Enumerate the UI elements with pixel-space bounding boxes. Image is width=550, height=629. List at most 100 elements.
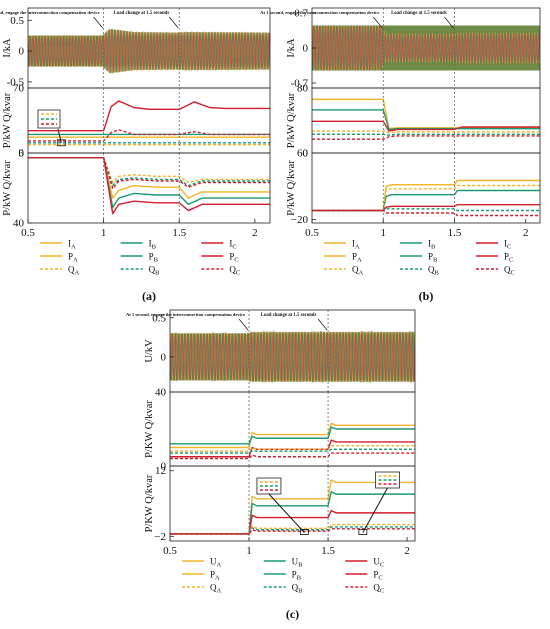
annotation-arrow [372, 16, 383, 29]
legend-item-IB: IB [400, 239, 436, 251]
plot-area [312, 98, 540, 140]
legend-symbol: U [292, 557, 299, 567]
legend-label: UB [292, 557, 304, 569]
y-tick-label: 0 [161, 461, 167, 473]
series-PC-line [312, 203, 540, 212]
legend-subscript: B [297, 575, 302, 582]
legend-label: PC [229, 252, 238, 264]
subplot-b-2: 80 0 P/kW Q/kvar [286, 83, 541, 160]
series-QC-line [312, 135, 540, 140]
legend-subscript: C [511, 270, 515, 277]
zoom-arrow [57, 128, 62, 143]
legend-symbol: P [149, 252, 154, 262]
panel-label: (a) [142, 289, 156, 303]
subplot-frame [169, 465, 416, 542]
legend-item-IA: IA [324, 239, 360, 251]
series-PB-line [170, 426, 415, 445]
legend-item-QB: QB [120, 265, 161, 277]
y-axis-label: I/kA [286, 38, 297, 58]
annotation-compensation-device: At 1 second, engage the interconnection … [126, 312, 245, 317]
legend-subscript: C [236, 270, 240, 277]
annotation-load-change: Load change at 1.5 seconds [261, 313, 317, 318]
plot-area [312, 179, 540, 217]
y-tick-label: 40 [155, 387, 167, 399]
waveform-phase-A [28, 28, 270, 75]
subplot-b-3: 60 −20P/kW Q/kvar [286, 148, 541, 226]
subplot-a-2: 70 0 P/kW Q/kvar [2, 83, 271, 160]
waveform-phase-C [28, 29, 270, 74]
legend-subscript: B [154, 257, 159, 264]
legend-symbol: Q [373, 583, 380, 593]
legend-symbol: P [352, 252, 357, 262]
legend-item-QA: QA [182, 583, 222, 595]
legend-symbol: Q [428, 265, 435, 275]
x-tick-label: 1 [381, 227, 387, 239]
x-tick-label: 2 [523, 227, 529, 239]
legend-label: QB [149, 265, 161, 277]
legend-subscript: C [380, 562, 384, 569]
legend-item-UA: UA [182, 557, 222, 569]
zoom-source-box [358, 529, 368, 535]
legend-symbol: I [68, 239, 71, 249]
legend-subscript: C [378, 575, 382, 582]
series-QB-line [312, 133, 540, 136]
legend-symbol: P [428, 252, 433, 262]
y-tick-label: -0.5 [7, 76, 25, 88]
series-QC-line [28, 129, 270, 142]
y-tick-label: 5 [19, 148, 25, 160]
x-tick-label: 1.5 [172, 227, 186, 239]
waveform-phase-B [28, 28, 270, 74]
subplot-c-1: 0.5 0 U/kV [144, 309, 416, 393]
legend-symbol: I [149, 239, 152, 249]
y-axis-label: U/kV [144, 339, 155, 363]
legend-item-PB: PB [120, 252, 159, 264]
annotation-arrow [168, 16, 179, 29]
series-PB-line [312, 189, 540, 212]
annotation-arrow [93, 16, 103, 29]
y-tick-label: 80 [297, 83, 309, 95]
plot-area [170, 479, 415, 535]
series-QA-line [170, 523, 415, 535]
legend-subscript: A [215, 575, 220, 582]
plot-area [28, 156, 270, 215]
legend-subscript: C [234, 257, 238, 264]
legend-subscript: A [71, 244, 76, 251]
legend-symbol: Q [504, 265, 511, 275]
y-tick-label: −2 [154, 531, 166, 543]
plot-area [170, 422, 415, 460]
legend-item-PA: PA [324, 252, 362, 264]
legend-item-QA: QA [324, 265, 364, 277]
y-axis-label: P/kW Q/kvar [2, 92, 13, 148]
legend-symbol: I [229, 239, 232, 249]
y-axis-label: P/KW Q/kvar [144, 400, 155, 458]
legend-item-PB: PB [263, 570, 302, 582]
legend-label: PC [504, 252, 513, 264]
legend-label: QC [229, 265, 240, 277]
legend-label: QC [504, 265, 515, 277]
annotation-arrow [317, 318, 328, 331]
y-tick-label: 0.7 [294, 8, 308, 20]
legend-symbol: P [210, 570, 215, 580]
legend-item-QC: QC [476, 265, 515, 277]
subplot-frame [311, 87, 541, 154]
legend-label: QC [373, 583, 384, 595]
y-tick-label: −20 [291, 214, 309, 226]
series-QC-line [28, 156, 270, 190]
legend-label: IC [229, 239, 236, 251]
legend-item-UB: UB [263, 557, 304, 569]
legend-label: IC [504, 239, 511, 251]
legend-subscript: B [298, 562, 303, 569]
y-tick-label: 0 [303, 148, 309, 160]
legend-label: UC [373, 557, 384, 569]
legend-symbol: I [428, 239, 431, 249]
y-tick-label: -0.7 [291, 78, 309, 90]
plot-area [28, 100, 270, 146]
annotation-compensation-device: At 1 second, engage the interconnection … [0, 10, 100, 15]
y-tick-label: 70 [13, 83, 25, 95]
y-axis-label: P/KW Q/kvar [144, 474, 155, 532]
legend-symbol: I [504, 239, 507, 249]
legend-symbol: Q [68, 265, 75, 275]
legend-label: QB [292, 583, 304, 595]
